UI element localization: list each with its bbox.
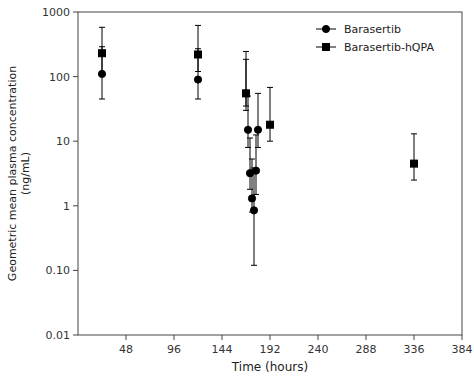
y-tick-label: 10 bbox=[56, 135, 70, 148]
legend-label: Barasertib-hQPA bbox=[344, 41, 434, 54]
error-bar-upper bbox=[267, 87, 273, 124]
y-tick bbox=[73, 270, 78, 271]
y-axis-label-line: Geometric mean plasma concentration bbox=[6, 66, 19, 281]
point bbox=[267, 121, 274, 128]
background bbox=[0, 0, 474, 381]
y-tick-label: 1000 bbox=[42, 6, 70, 19]
x-tick-label: 240 bbox=[308, 343, 329, 356]
x-tick-label: 384 bbox=[452, 343, 473, 356]
legend-label: Barasertib bbox=[344, 23, 401, 36]
point bbox=[248, 195, 255, 202]
error-bar-upper bbox=[411, 134, 417, 164]
point bbox=[194, 76, 201, 83]
point bbox=[242, 90, 249, 97]
error-bar-upper bbox=[243, 51, 249, 93]
x-tick bbox=[126, 335, 127, 340]
point bbox=[250, 207, 257, 214]
x-tick bbox=[414, 335, 415, 340]
chart: 48 96 144 192 240 288 336 384 0.01 0.10 1 10 100 1000… bbox=[0, 0, 474, 381]
x-tick-label: 336 bbox=[404, 343, 425, 356]
error-bar-upper bbox=[195, 49, 201, 80]
point bbox=[98, 70, 105, 77]
y-tick bbox=[73, 205, 78, 206]
x-axis-label: Time (hours) bbox=[231, 360, 308, 374]
x-tick bbox=[366, 335, 367, 340]
y-tick bbox=[73, 335, 78, 336]
error-bar-upper bbox=[255, 93, 261, 129]
plot-frame bbox=[78, 12, 462, 335]
y-tick bbox=[73, 141, 78, 142]
error-bar-upper bbox=[245, 96, 251, 130]
x-tick-label: 96 bbox=[167, 343, 181, 356]
x-tick-label: 48 bbox=[119, 343, 133, 356]
plot-marks bbox=[98, 25, 417, 265]
legend-symbol bbox=[322, 25, 329, 32]
y-tick-label: 0.01 bbox=[46, 329, 71, 342]
legend-symbol bbox=[323, 44, 330, 51]
x-tick-label: 144 bbox=[212, 343, 233, 356]
x-tick bbox=[222, 335, 223, 340]
point bbox=[244, 126, 251, 133]
y-tick-label: 0.10 bbox=[46, 264, 71, 277]
y-axis-label: Geometric mean plasma concentration(ng/m… bbox=[6, 66, 32, 281]
series bbox=[98, 47, 261, 266]
legend: Barasertib Barasertib-hQPA bbox=[316, 23, 434, 54]
y-tick bbox=[73, 76, 78, 77]
x-tick bbox=[174, 335, 175, 340]
error-bar-upper bbox=[243, 59, 249, 93]
point bbox=[243, 90, 250, 97]
y-axis-label-line: (ng/mL) bbox=[19, 152, 32, 195]
x-tick bbox=[270, 335, 271, 340]
point bbox=[411, 160, 418, 167]
x-tick bbox=[462, 335, 463, 340]
x-tick-label: 192 bbox=[260, 343, 281, 356]
point bbox=[254, 126, 261, 133]
y-tick-label: 1 bbox=[63, 200, 70, 213]
x-tick bbox=[318, 335, 319, 340]
y-tick-label: 100 bbox=[49, 71, 70, 84]
x-tick-label: 288 bbox=[356, 343, 377, 356]
y-tick bbox=[73, 12, 78, 13]
error-bar-lower bbox=[251, 210, 257, 265]
point bbox=[252, 167, 259, 174]
